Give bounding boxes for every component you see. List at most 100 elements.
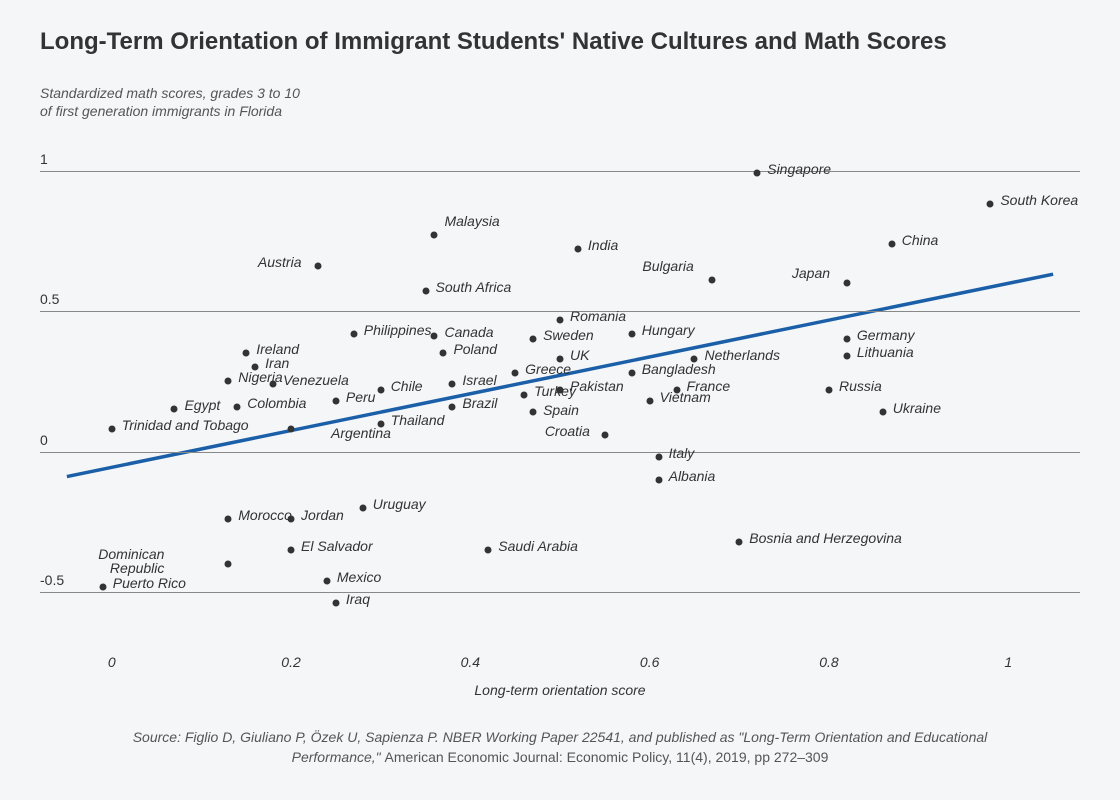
y-tick-label: -0.5 <box>40 572 64 588</box>
point-label: Argentina <box>331 426 391 440</box>
point-label: Brazil <box>462 396 497 410</box>
gridline <box>40 452 1080 453</box>
data-point <box>628 369 635 376</box>
data-point <box>377 386 384 393</box>
data-point <box>449 381 456 388</box>
data-point <box>171 406 178 413</box>
chart-subtitle: Standardized math scores, grades 3 to 10… <box>40 84 1080 120</box>
data-point <box>359 504 366 511</box>
point-label: Spain <box>543 403 579 417</box>
data-point <box>521 392 528 399</box>
point-label: DominicanRepublic <box>98 547 164 575</box>
x-axis-label: Long-term orientation score <box>474 682 645 698</box>
data-point <box>288 546 295 553</box>
point-label: Puerto Rico <box>113 576 186 590</box>
data-point <box>350 330 357 337</box>
point-label: Austria <box>258 255 302 269</box>
chart-container: Long-Term Orientation of Immigrant Stude… <box>0 0 1120 788</box>
point-label: Trinidad and Tobago <box>122 418 249 432</box>
data-point <box>879 409 886 416</box>
chart-title: Long-Term Orientation of Immigrant Stude… <box>40 28 1080 56</box>
data-point <box>270 381 277 388</box>
point-label: Bangladesh <box>642 362 716 376</box>
y-tick-label: 1 <box>40 151 48 167</box>
point-label: Saudi Arabia <box>498 539 578 553</box>
point-label: Japan <box>792 266 830 280</box>
data-point <box>243 350 250 357</box>
point-label: UK <box>570 348 589 362</box>
point-label: China <box>902 233 939 247</box>
point-label: Mexico <box>337 570 381 584</box>
point-label: Thailand <box>391 413 445 427</box>
point-label: Croatia <box>545 424 590 438</box>
data-point <box>530 336 537 343</box>
data-point <box>422 288 429 295</box>
data-point <box>754 170 761 177</box>
scatter-plot: -0.500.5100.20.40.60.81Long-term orienta… <box>40 128 1080 648</box>
data-point <box>655 454 662 461</box>
point-label: Bulgaria <box>642 259 693 273</box>
data-point <box>646 398 653 405</box>
source-journal: American Economic Journal: Economic Poli… <box>385 749 669 765</box>
point-label: Ireland <box>256 342 299 356</box>
point-label: Iraq <box>346 592 370 606</box>
point-label: Hungary <box>642 323 695 337</box>
point-label: Israel <box>462 373 496 387</box>
data-point <box>673 386 680 393</box>
data-point <box>377 420 384 427</box>
x-tick-label: 0.4 <box>461 654 480 670</box>
data-point <box>252 364 259 371</box>
data-point <box>709 277 716 284</box>
subtitle-line-1: Standardized math scores, grades 3 to 10 <box>40 85 300 101</box>
x-tick-label: 0.6 <box>640 654 659 670</box>
point-label: Egypt <box>184 398 220 412</box>
data-point <box>574 246 581 253</box>
data-point <box>314 263 321 270</box>
data-point <box>825 386 832 393</box>
data-point <box>557 316 564 323</box>
point-label: India <box>588 238 618 252</box>
point-label: Pakistan <box>570 379 624 393</box>
point-label: Italy <box>669 446 695 460</box>
data-point <box>99 583 106 590</box>
point-label: Jordan <box>301 508 344 522</box>
data-point <box>655 476 662 483</box>
point-label: Chile <box>391 379 423 393</box>
data-point <box>288 516 295 523</box>
y-tick-label: 0 <box>40 432 48 448</box>
point-label: Iran <box>265 356 289 370</box>
x-tick-label: 1 <box>1004 654 1012 670</box>
data-point <box>332 600 339 607</box>
point-label: Ukraine <box>893 401 941 415</box>
data-point <box>691 355 698 362</box>
data-point <box>225 378 232 385</box>
point-label: Sweden <box>543 328 594 342</box>
data-point <box>888 240 895 247</box>
data-point <box>449 403 456 410</box>
data-point <box>843 279 850 286</box>
point-label: Malaysia <box>444 214 499 228</box>
data-point <box>843 336 850 343</box>
point-label: Romania <box>570 309 626 323</box>
data-point <box>431 232 438 239</box>
data-point <box>843 353 850 360</box>
data-point <box>485 546 492 553</box>
y-tick-label: 0.5 <box>40 291 59 307</box>
point-label: South Korea <box>1000 193 1078 207</box>
gridline <box>40 592 1080 593</box>
x-tick-label: 0.8 <box>819 654 838 670</box>
point-label: France <box>687 379 731 393</box>
gridline <box>40 171 1080 172</box>
data-point <box>987 201 994 208</box>
point-label: Bosnia and Herzegovina <box>749 531 902 545</box>
point-label: Venezuela <box>283 373 349 387</box>
point-label: Germany <box>857 328 915 342</box>
point-label: Lithuania <box>857 345 914 359</box>
point-label: Russia <box>839 379 882 393</box>
data-point <box>288 426 295 433</box>
point-label: El Salvador <box>301 539 373 553</box>
point-label: Greece <box>525 362 571 376</box>
data-point <box>323 577 330 584</box>
gridline <box>40 311 1080 312</box>
point-label: Morocco <box>238 508 292 522</box>
